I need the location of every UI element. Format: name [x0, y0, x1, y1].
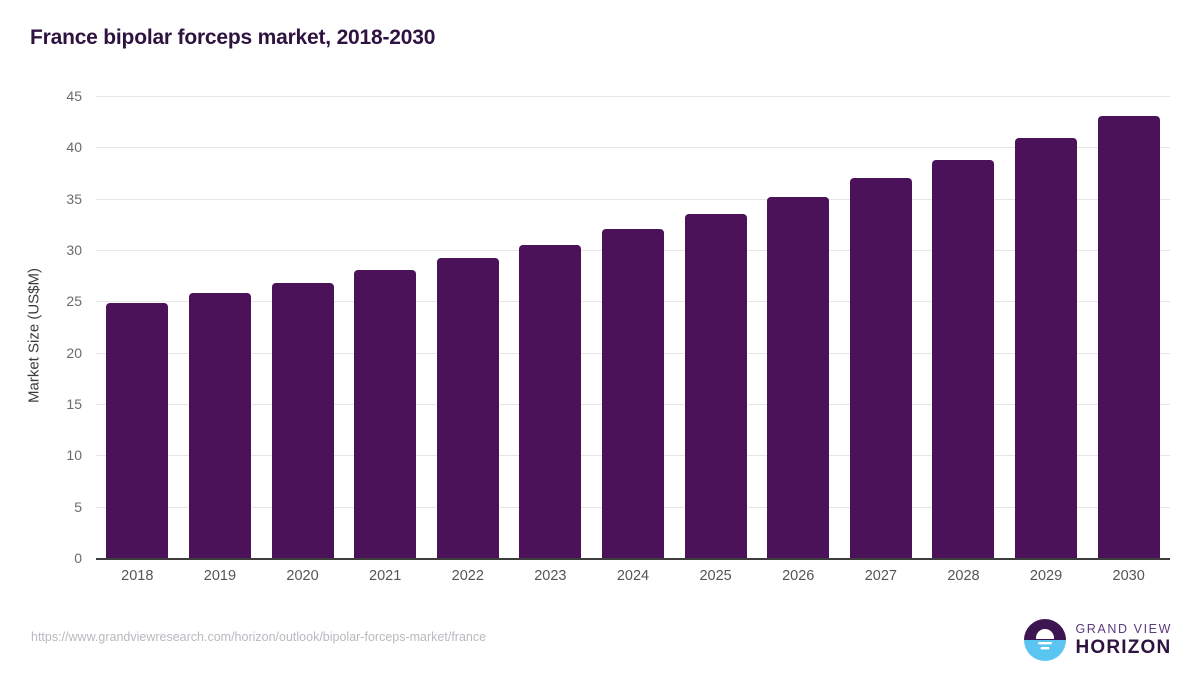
- x-tick-label: 2020: [286, 568, 319, 584]
- bar[interactable]: [602, 229, 664, 558]
- bar[interactable]: [106, 303, 169, 558]
- y-tick-label: 5: [74, 498, 82, 515]
- logo-wordmark: GRAND VIEW HORIZON: [1075, 623, 1172, 658]
- x-tick-label: 2030: [1112, 568, 1145, 584]
- gridline: [96, 147, 1170, 149]
- bar[interactable]: [354, 269, 417, 558]
- y-tick-label: 0: [74, 550, 82, 566]
- y-tick-label: 10: [66, 447, 82, 464]
- bar[interactable]: [849, 178, 912, 558]
- y-tick-label: 15: [66, 396, 82, 412]
- y-axis-tick-labels: 0 5 10 15 20 25 30 35 40 45: [40, 0, 82, 605]
- page-title: France bipolar forceps market, 2018-2030: [30, 26, 436, 49]
- y-tick-label: 30: [66, 242, 82, 258]
- x-axis-line: [96, 558, 1170, 560]
- x-tick-label: 2023: [534, 568, 567, 584]
- bar-series: [96, 0, 1170, 605]
- x-tick-label: 2029: [1029, 568, 1063, 584]
- gridline: [96, 198, 1170, 200]
- bar[interactable]: [1015, 138, 1078, 558]
- x-tick-label: 2025: [699, 568, 732, 584]
- x-axis-tick-labels: 2018 2019 2020 2021 2022 2023 2024 2025 2026 2027…: [96, 568, 1170, 594]
- bar[interactable]: [684, 214, 747, 558]
- x-tick-label: 2022: [451, 568, 484, 584]
- grand-view-horizon-logo[interactable]: GRAND VIEW HORIZON: [1023, 617, 1172, 663]
- chart-plot-area: Market Size (US$M) 0 5 10 15 20 25 30 35 40 45 20…: [26, 0, 1170, 605]
- y-tick-label: 45: [66, 88, 82, 104]
- x-tick-label: 2027: [864, 568, 897, 584]
- bar[interactable]: [767, 196, 830, 558]
- horizon-circle-icon: [1024, 619, 1067, 661]
- bar[interactable]: [271, 282, 334, 558]
- x-tick-label: 2026: [782, 568, 815, 584]
- logo-line-grand-view: GRAND VIEW: [1075, 621, 1172, 636]
- bar[interactable]: [436, 258, 499, 558]
- x-tick-label: 2028: [947, 568, 980, 584]
- gridline: [96, 96, 1170, 97]
- x-tick-label: 2021: [369, 568, 402, 584]
- bar[interactable]: [1097, 115, 1160, 558]
- source-url[interactable]: https://www.grandviewresearch.com/horizo…: [31, 630, 487, 644]
- bar[interactable]: [188, 293, 251, 558]
- y-tick-label: 35: [66, 190, 82, 207]
- y-tick-label: 20: [66, 344, 82, 361]
- y-tick-label: 25: [66, 293, 82, 310]
- x-tick-label: 2019: [203, 568, 237, 584]
- y-tick-label: 40: [66, 139, 82, 156]
- x-tick-label: 2018: [121, 568, 154, 584]
- x-tick-label: 2024: [616, 568, 650, 584]
- logo-line-horizon: HORIZON: [1075, 637, 1172, 659]
- bar[interactable]: [519, 244, 582, 558]
- bar[interactable]: [932, 159, 995, 558]
